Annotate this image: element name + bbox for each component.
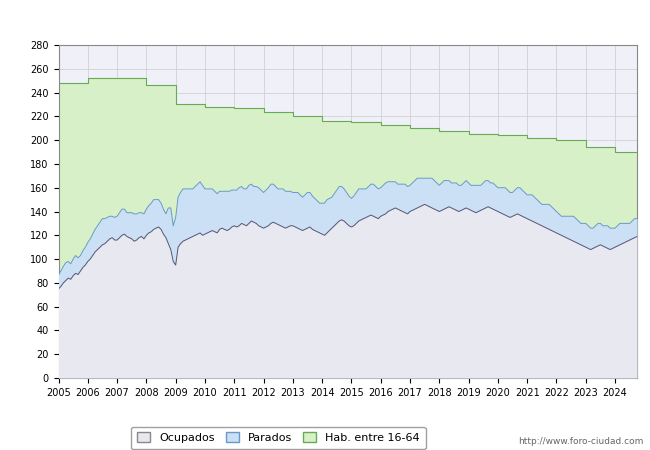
Legend: Ocupados, Parados, Hab. entre 16-64: Ocupados, Parados, Hab. entre 16-64 [131,427,426,449]
Text: Palacios de la Valduerna - Evolucion de la poblacion en edad de Trabajar Septiem: Palacios de la Valduerna - Evolucion de … [34,14,616,24]
Text: http://www.foro-ciudad.com: http://www.foro-ciudad.com [518,436,644,446]
